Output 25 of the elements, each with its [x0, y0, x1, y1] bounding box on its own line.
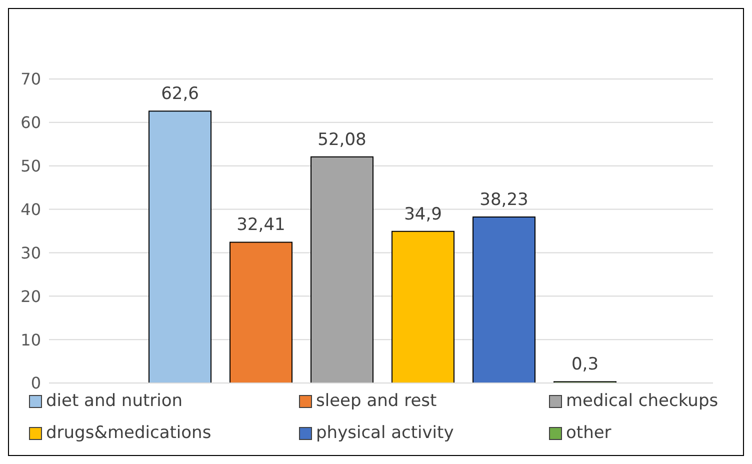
y-tick-label: 20: [20, 286, 41, 306]
y-tick-label: 50: [20, 156, 41, 176]
data-label: 62,6: [161, 84, 199, 104]
bar: [472, 216, 536, 383]
y-tick-label: 40: [20, 200, 41, 219]
y-tick-label: 30: [20, 243, 41, 262]
data-label: 52,08: [318, 130, 366, 150]
legend-label: sleep and rest: [315, 391, 438, 411]
legend-label: medical checkups: [565, 391, 720, 411]
legend-label: diet and nutrion: [45, 391, 184, 411]
bar: [392, 230, 454, 383]
bar: [310, 156, 374, 383]
data-label: 0,3: [571, 354, 599, 375]
y-tick-label: 70: [20, 70, 41, 89]
legend-label: drugs&medications: [45, 423, 212, 443]
data-label: 38,23: [480, 190, 528, 210]
y-tick-label: 10: [20, 330, 41, 350]
data-label: 32,41: [236, 215, 286, 236]
legend-label: other: [565, 423, 612, 443]
bar: [230, 242, 292, 383]
data-label: 34,9: [404, 204, 442, 224]
legend-label: physical activity: [315, 423, 455, 443]
bar: [148, 110, 212, 383]
y-tick-label: 60: [20, 113, 41, 132]
y-tick-label: 0: [30, 374, 41, 393]
